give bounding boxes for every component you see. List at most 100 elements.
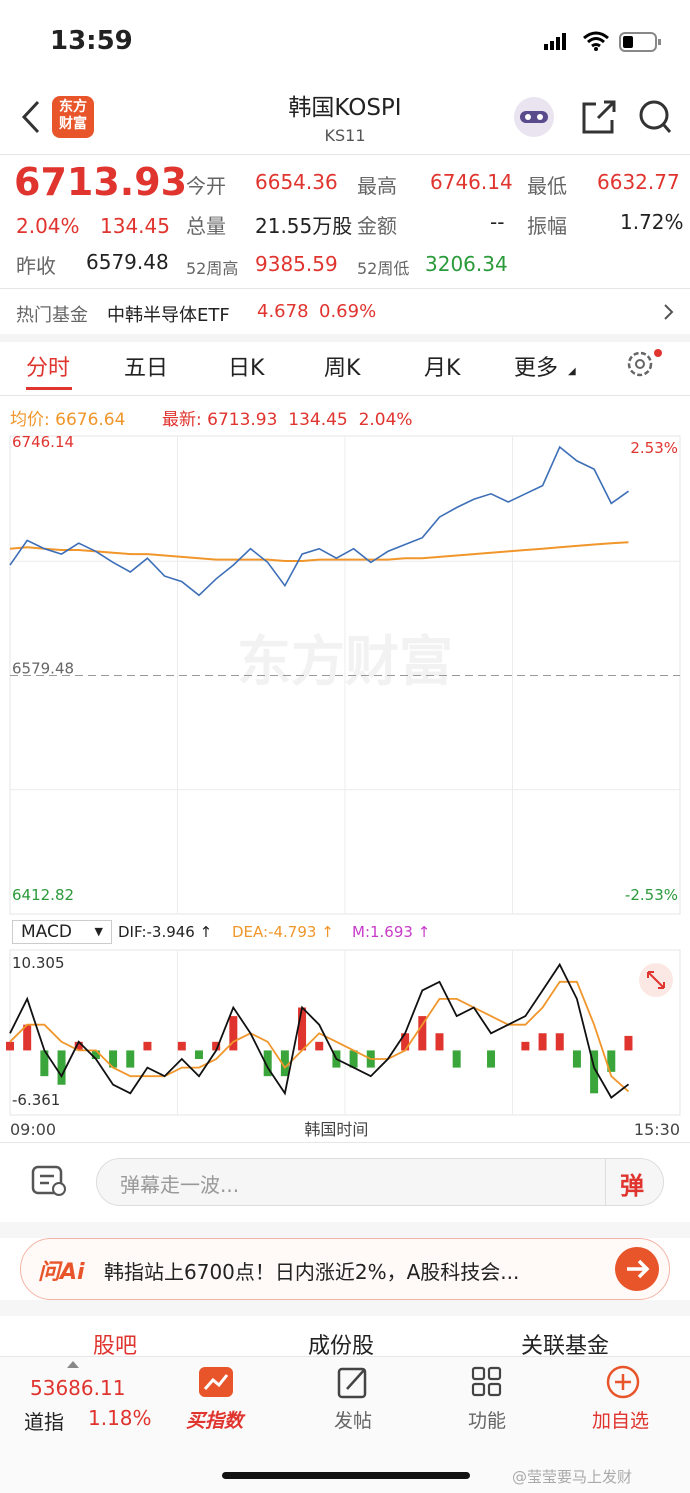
field-label: 总量: [186, 214, 226, 238]
x-tick-label: 韩国时间: [304, 1120, 368, 1139]
indicator-select[interactable]: MACD ▼: [12, 920, 112, 944]
divider: [0, 154, 690, 155]
macd-bar: [555, 1033, 564, 1051]
sub-tab[interactable]: 成份股: [308, 1334, 375, 1359]
chevron[interactable]: [662, 302, 676, 322]
change: 134.45: [100, 214, 170, 238]
macd-bar: [607, 1050, 616, 1072]
macd-bar: [435, 1033, 444, 1051]
dea-line: [9, 980, 630, 1093]
dea-legend: DEA:-4.793 ↑: [232, 923, 334, 941]
macd-bar: [298, 1007, 307, 1051]
nav-item[interactable]: 发帖: [334, 1410, 373, 1432]
up-arrow: [67, 1361, 79, 1368]
field-value: 6632.77: [597, 170, 680, 194]
prev-close: 6579.48: [86, 250, 169, 274]
macd-bar: [349, 1050, 358, 1068]
macd-bar: [521, 1041, 530, 1051]
danmaku-input[interactable]: [96, 1158, 664, 1206]
x-tick-label: 09:00: [10, 1120, 56, 1139]
field-value: 21.55万股: [255, 214, 353, 238]
status-time: 13:59: [50, 26, 133, 56]
macd-bar: [177, 1041, 186, 1051]
nav-item[interactable]: 加自选: [592, 1410, 650, 1432]
ai-bar[interactable]: [20, 1238, 670, 1300]
back-button[interactable]: [20, 100, 44, 134]
field-label: 最高: [357, 174, 397, 198]
tab[interactable]: 周K: [324, 356, 361, 381]
divider: [0, 395, 690, 396]
macd-bar: [126, 1050, 135, 1068]
macd-bar: [6, 1041, 14, 1051]
header-code: KS11: [324, 126, 366, 145]
macd-bar: [57, 1050, 66, 1085]
nav-icons: [199, 1366, 502, 1399]
fund-name[interactable]: 中韩半导体ETF: [107, 305, 230, 326]
indicator-name: MACD: [21, 922, 72, 942]
header-actions[interactable]: [512, 96, 672, 138]
divider: [0, 288, 690, 289]
field-value: 6654.36: [255, 170, 338, 194]
y-tick-label: 10.305: [12, 954, 65, 972]
tab[interactable]: 日K: [228, 356, 265, 381]
macd-bar: [212, 1041, 221, 1051]
danmaku-button[interactable]: 弹: [620, 1172, 644, 1200]
macd-bar: [572, 1050, 581, 1068]
tab[interactable]: 月K: [424, 356, 461, 381]
y-tick-label: 6746.14: [12, 433, 74, 451]
macd-bar: [194, 1050, 203, 1060]
tab[interactable]: 更多: [514, 356, 559, 381]
macd-bar: [40, 1050, 49, 1077]
field-label: 金额: [357, 214, 397, 238]
tab[interactable]: 分时: [26, 356, 71, 381]
home-indicator: [222, 1472, 470, 1479]
field-label: 52周低: [357, 259, 410, 278]
divider: [0, 1142, 690, 1143]
field-label: 52周高: [186, 259, 239, 278]
last-pct: 2.04%: [358, 410, 413, 430]
add-icon: [606, 1365, 640, 1399]
footer-watermark: @莹莹要马上发财: [512, 1468, 633, 1486]
divider: [0, 334, 690, 342]
last-value: 6713.93: [207, 410, 278, 430]
status-icons: [544, 31, 661, 52]
macd-bar: [538, 1033, 547, 1051]
tab[interactable]: 五日: [124, 356, 169, 381]
field-label: 最低: [527, 174, 567, 198]
field-label: 振幅: [527, 214, 567, 238]
expand-icon[interactable]: [636, 962, 676, 998]
tab-underline: [26, 387, 72, 390]
sub-tab[interactable]: 股吧: [93, 1334, 138, 1359]
macd-bar: [452, 1050, 461, 1068]
settings-icon[interactable]: [620, 346, 666, 382]
danmaku-icon[interactable]: [30, 1163, 70, 1199]
avg-value: 6676.64: [55, 410, 126, 430]
divider: [0, 1222, 690, 1238]
fund-price: 4.678: [257, 301, 309, 322]
macd-bar: [624, 1035, 633, 1051]
fund-label: 热门基金: [16, 305, 88, 326]
logo-line: 东方: [59, 99, 87, 115]
macd-bar: [74, 1041, 83, 1051]
last-legend: 最新: 6713.93 134.45 2.04%: [162, 405, 413, 430]
sub-tab[interactable]: 关联基金: [521, 1334, 610, 1359]
logo-line: 财富: [59, 116, 87, 132]
macd-bar: [401, 1033, 410, 1051]
field-value: 1.72%: [620, 210, 684, 234]
dif-legend: DIF:-3.946 ↑: [118, 923, 213, 941]
ai-go[interactable]: [614, 1246, 660, 1292]
header-title: 韩国KOSPI: [288, 95, 402, 121]
field-value: --: [490, 210, 505, 234]
field-value: 9385.59: [255, 252, 338, 276]
nav-item[interactable]: 功能: [468, 1410, 507, 1432]
macd-bar: [263, 1050, 272, 1077]
macd-bar: [109, 1050, 118, 1068]
macd-bar: [91, 1050, 100, 1060]
macd-bar: [229, 1016, 238, 1051]
price: 6713.93: [14, 160, 188, 204]
prev-close-label: 昨收: [16, 254, 56, 278]
nav-item[interactable]: 买指数: [186, 1410, 244, 1432]
divider: [0, 1300, 690, 1316]
